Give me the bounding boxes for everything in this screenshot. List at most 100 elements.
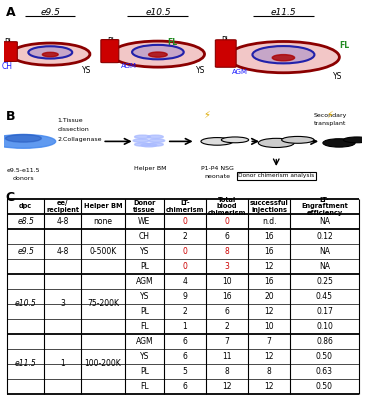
Text: 6: 6 [224,232,229,241]
Text: 7: 7 [224,337,229,346]
Text: 4-8: 4-8 [56,217,69,226]
Text: 3: 3 [224,262,229,271]
Text: 20: 20 [264,292,274,301]
Text: 12: 12 [264,262,274,271]
Circle shape [42,52,58,57]
Text: e9.5: e9.5 [17,247,34,256]
Text: 1.Tissue: 1.Tissue [57,118,83,123]
Text: 75-200K: 75-200K [87,300,119,308]
Text: 6: 6 [182,352,187,361]
Text: 0.45: 0.45 [316,292,333,301]
Text: Helper BM: Helper BM [134,166,167,171]
Text: FL: FL [167,38,177,46]
Text: 0.86: 0.86 [316,337,333,346]
Text: 100-200K: 100-200K [85,360,122,368]
Text: ee/
recipient: ee/ recipient [46,200,79,213]
Text: 2.Collagenase: 2.Collagenase [57,137,102,142]
Text: Secondary: Secondary [313,113,347,118]
Text: B: B [5,110,15,123]
Circle shape [135,143,150,146]
Text: 10: 10 [222,277,232,286]
Text: 8: 8 [225,367,229,376]
Text: PL: PL [140,367,149,376]
Text: PL: PL [107,36,116,46]
Text: 1: 1 [182,322,187,331]
Text: 0.10: 0.10 [316,322,333,331]
Text: YS: YS [140,352,149,361]
Circle shape [132,45,184,59]
Text: CH: CH [139,232,150,241]
Text: NA: NA [319,217,330,226]
Text: 12: 12 [264,307,274,316]
Text: e10.5: e10.5 [15,300,37,308]
Text: 12: 12 [264,382,274,391]
Ellipse shape [258,138,294,148]
Text: ⚡: ⚡ [326,110,333,120]
Text: 12: 12 [264,352,274,361]
Text: transplant: transplant [314,120,346,126]
FancyBboxPatch shape [1,42,17,62]
Text: Helper BM: Helper BM [84,204,122,210]
Text: Donor chimerism analysis: Donor chimerism analysis [238,173,314,178]
Text: e10.5: e10.5 [145,8,171,17]
Text: 16: 16 [264,247,274,256]
Text: ⚡: ⚡ [203,110,210,120]
Text: 0: 0 [182,247,187,256]
Text: neonate: neonate [204,174,230,179]
Text: e9.5: e9.5 [40,8,60,17]
Circle shape [272,54,295,61]
Text: PL: PL [221,36,231,44]
Text: NA: NA [319,247,330,256]
Text: 0: 0 [224,217,229,226]
Text: 6: 6 [224,307,229,316]
Circle shape [135,135,150,138]
Text: 2: 2 [182,232,187,241]
Circle shape [228,42,339,73]
Text: WE: WE [138,217,150,226]
Circle shape [253,46,314,63]
Text: A: A [5,6,15,19]
Text: AGM: AGM [135,337,153,346]
Text: LT-
Engraftment
efficiency: LT- Engraftment efficiency [301,197,348,216]
Text: 6: 6 [182,337,187,346]
Text: 10: 10 [264,322,274,331]
Circle shape [111,41,205,67]
Text: e11.5: e11.5 [15,360,37,368]
Text: C: C [5,191,15,204]
Circle shape [281,136,314,143]
Text: 0: 0 [182,262,187,271]
Circle shape [149,139,165,142]
Text: 2: 2 [182,307,187,316]
Text: FL: FL [140,322,149,331]
Text: dissection: dissection [57,127,89,132]
Text: LT-
chimerism: LT- chimerism [165,200,204,213]
Text: 16: 16 [264,232,274,241]
FancyBboxPatch shape [101,40,119,63]
Text: 8: 8 [267,367,272,376]
Text: YS: YS [196,66,206,75]
Text: YS: YS [82,66,91,75]
Text: 1: 1 [60,360,65,368]
Text: YS: YS [140,292,149,301]
Text: PL: PL [140,262,149,271]
Circle shape [11,43,90,65]
Circle shape [141,144,157,147]
Text: 0.50: 0.50 [316,382,333,391]
Text: NA: NA [319,262,330,271]
Text: 11: 11 [222,352,232,361]
Text: 3: 3 [60,300,65,308]
Text: Donor
tissue: Donor tissue [133,200,156,213]
Text: AGM: AGM [121,63,137,69]
Text: 6: 6 [182,382,187,391]
Text: 16: 16 [264,277,274,286]
Circle shape [0,134,56,148]
Text: donors: donors [12,176,34,180]
Text: 0-500K: 0-500K [89,247,117,256]
Text: Total
blood
chimerism: Total blood chimerism [208,197,246,216]
Text: e9.5-e11.5: e9.5-e11.5 [7,168,40,173]
Text: 16: 16 [222,292,232,301]
FancyBboxPatch shape [215,40,236,67]
Text: PL: PL [5,38,14,46]
Text: 4-8: 4-8 [56,247,69,256]
Circle shape [343,137,366,143]
